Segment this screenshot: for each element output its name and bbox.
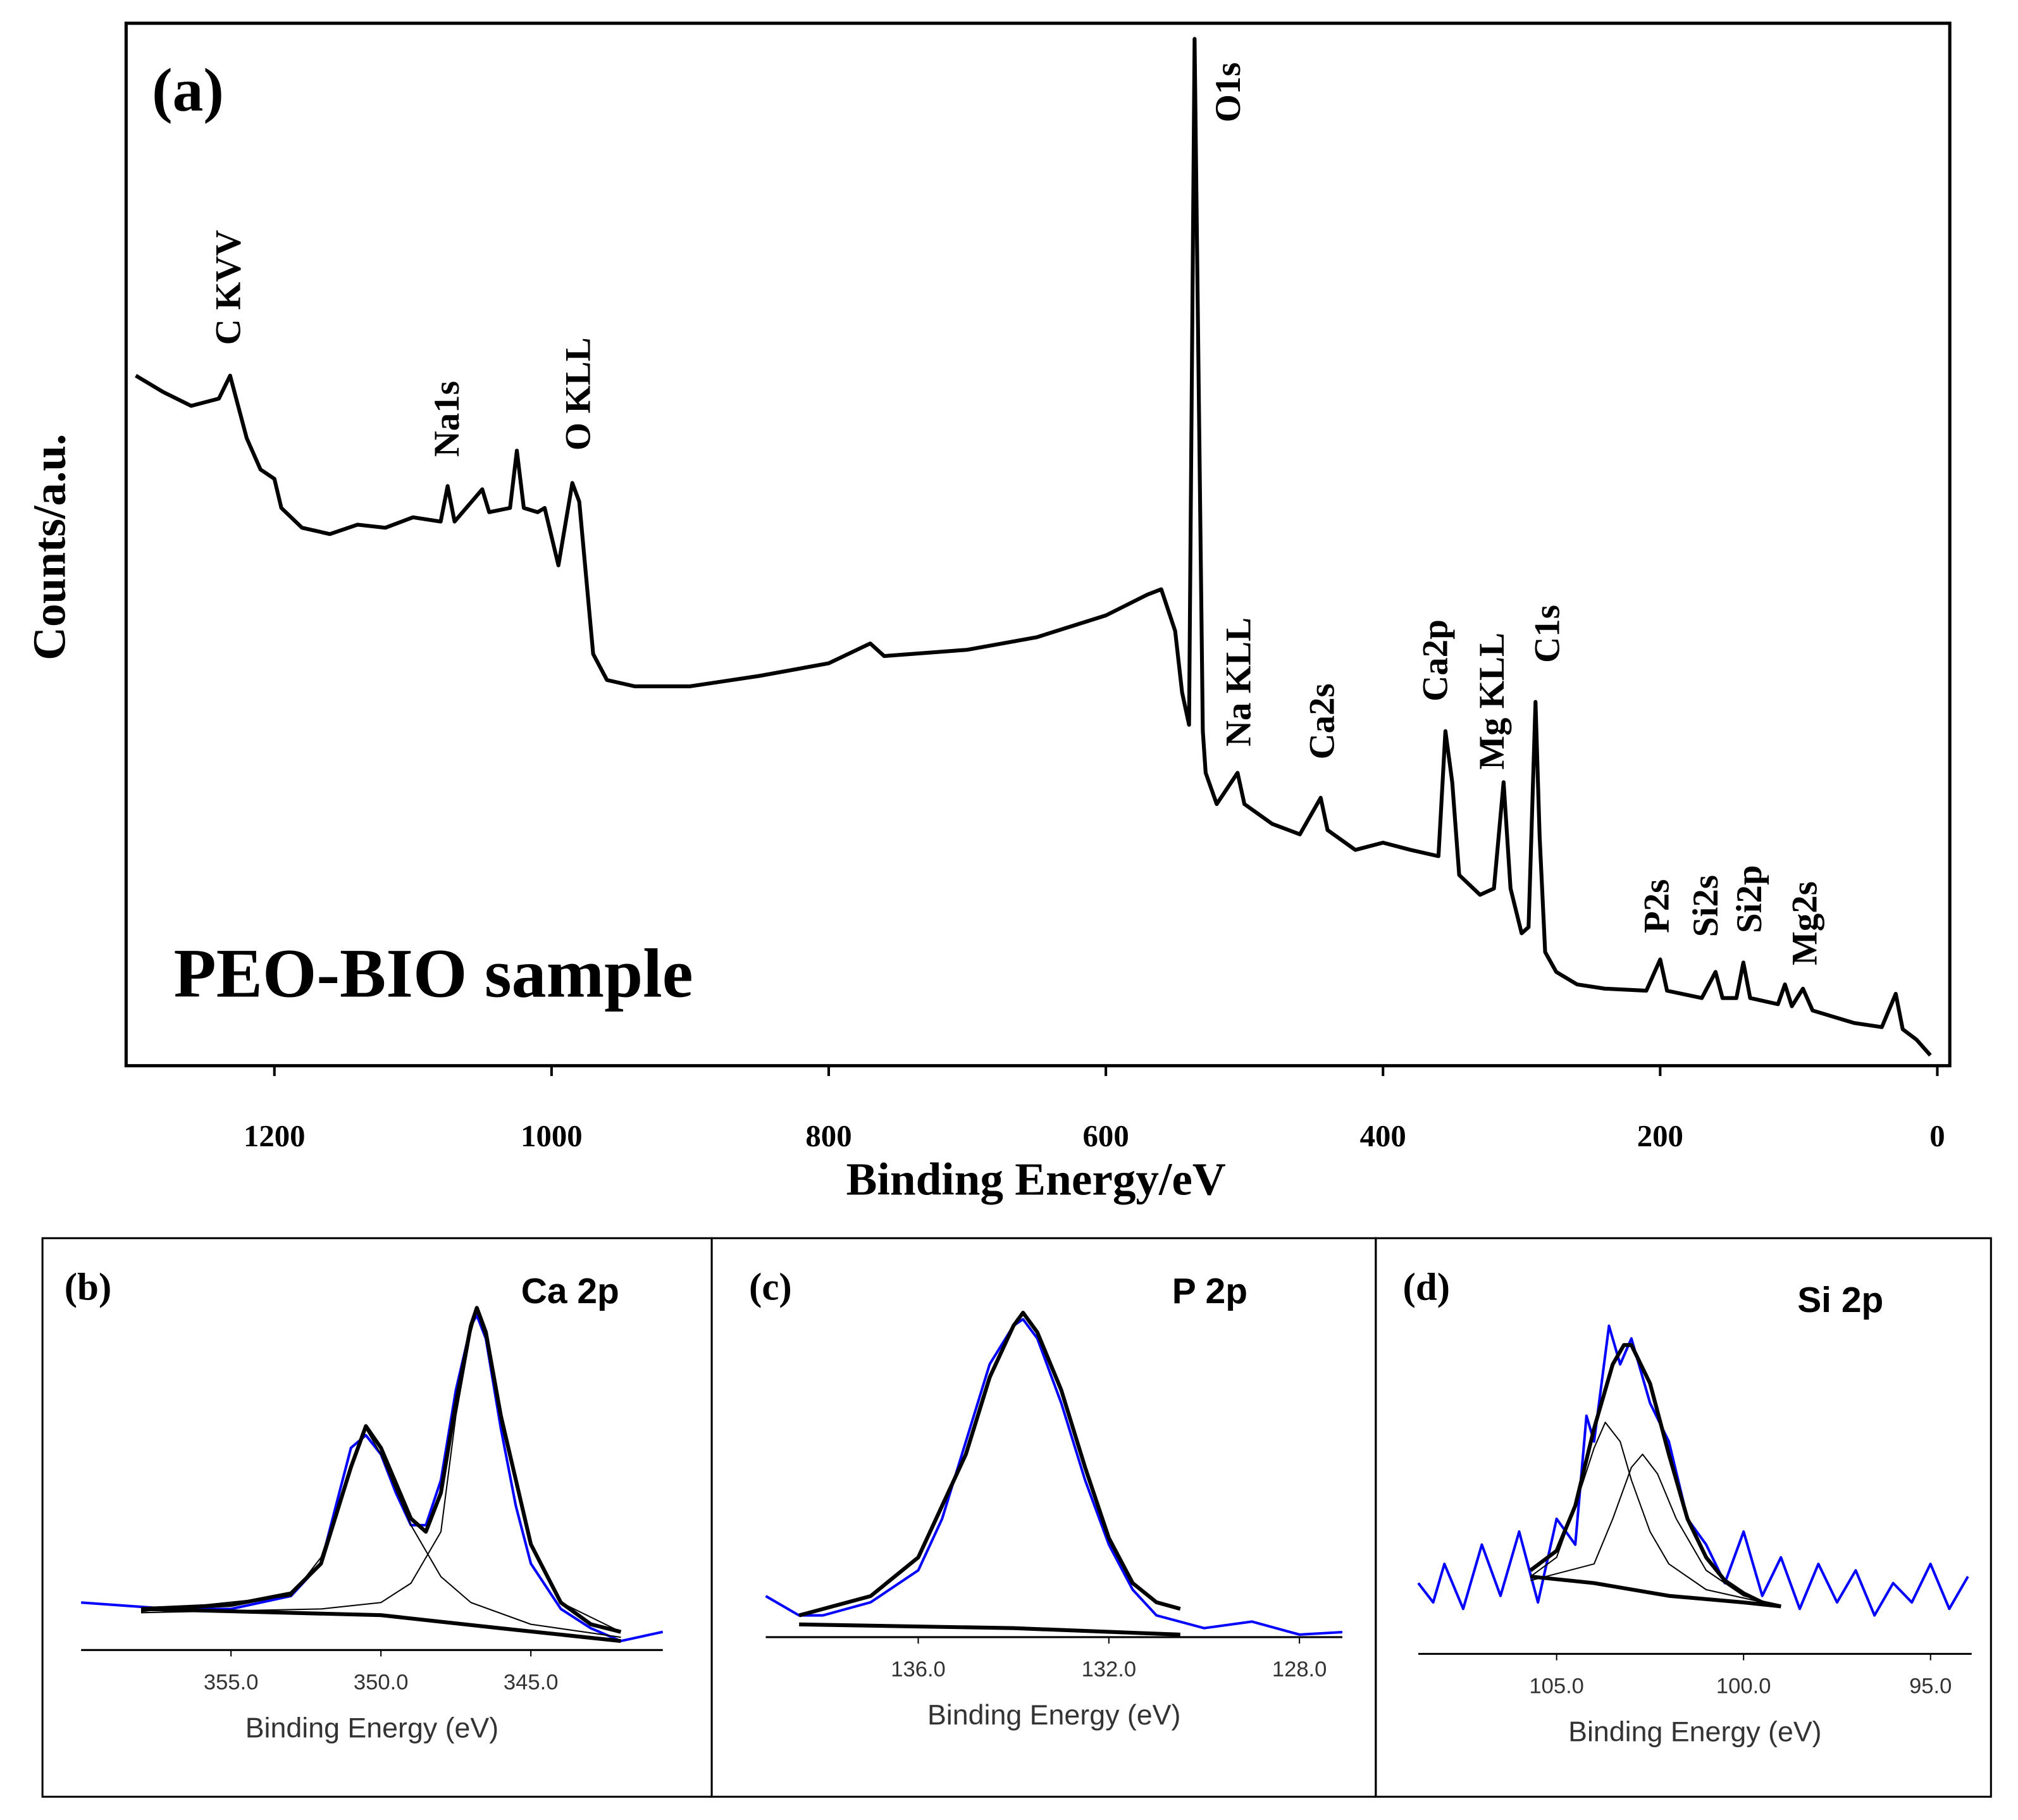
x-tick-label: 132.0 [1082,1657,1137,1681]
peak-label: Ca2p [1416,619,1456,702]
panel-label: (a) [152,56,224,125]
x-axis-label: Binding Energy (eV) [245,1712,498,1743]
spectrum-line [1530,1421,1781,1607]
panel-title: P 2p [1172,1271,1247,1311]
spectrum-line [1530,1575,1781,1609]
x-axis-label: Binding Energy (eV) [1568,1716,1821,1747]
panel-label: (c) [749,1266,792,1309]
x-tick-label: 350.0 [354,1670,409,1694]
panel-title: Ca 2p [521,1271,619,1311]
x-tick-label: 0 [1929,1118,1945,1153]
x-tick-label: 800 [805,1118,851,1153]
panel-label: (d) [1403,1266,1451,1309]
panel-label: (b) [65,1266,112,1309]
x-axis-label: Binding Energy (eV) [927,1699,1180,1731]
peak-label: P2s [1637,879,1677,933]
peak-label: Ca2s [1303,683,1342,759]
peak-label: O1s [1208,62,1248,122]
peak-label: Si2p [1730,865,1769,933]
x-tick-label: 95.0 [1909,1674,1952,1698]
peak-label: Na1s [427,381,467,457]
x-tick-label: 600 [1083,1118,1129,1153]
spectrum-line [140,1309,621,1633]
spectrum-line [81,1314,664,1643]
x-tick-label: 105.0 [1529,1674,1584,1698]
panel-title: Si 2p [1797,1280,1883,1320]
peak-label: C KVV [208,230,248,345]
spectrum-line [140,1428,621,1638]
x-tick-label: 1000 [521,1118,583,1153]
plot-frame [124,22,1952,1068]
x-tick-label: 1200 [244,1118,306,1153]
x-tick-label: 400 [1360,1118,1406,1153]
x-tick-label: 100.0 [1716,1674,1771,1698]
spectrum-line [798,1311,1181,1618]
x-tick-label: 128.0 [1272,1657,1327,1681]
spectrum-line [1530,1453,1781,1607]
peak-label: O KLL [559,337,598,450]
x-tick-label: 355.0 [204,1670,259,1694]
peak-label: Mg KLL [1472,633,1512,770]
panel-frame [1375,1237,1992,1798]
spectrum-line [799,1622,1180,1637]
spectrum-line [1417,1324,1969,1617]
spectrum-line [1529,1343,1781,1609]
spectrum-line [765,1318,1343,1636]
spectrum-line [140,1306,622,1634]
spectrum-line [140,1607,621,1644]
peak-label: Si2s [1686,875,1726,937]
y-axis-label: Counts/a.u. [23,434,75,660]
spectrum-line [135,37,1932,1057]
sample-label: PEO-BIO sample [174,935,693,1012]
x-tick-label: 200 [1637,1118,1683,1153]
peak-label: C1s [1528,605,1568,663]
x-axis-label: Binding Energy/eV [846,1154,1226,1205]
x-tick-label: 345.0 [504,1670,559,1694]
x-tick-label: 136.0 [891,1657,946,1681]
peak-label: Na KLL [1218,617,1258,746]
peak-label: Mg2s [1785,881,1824,965]
